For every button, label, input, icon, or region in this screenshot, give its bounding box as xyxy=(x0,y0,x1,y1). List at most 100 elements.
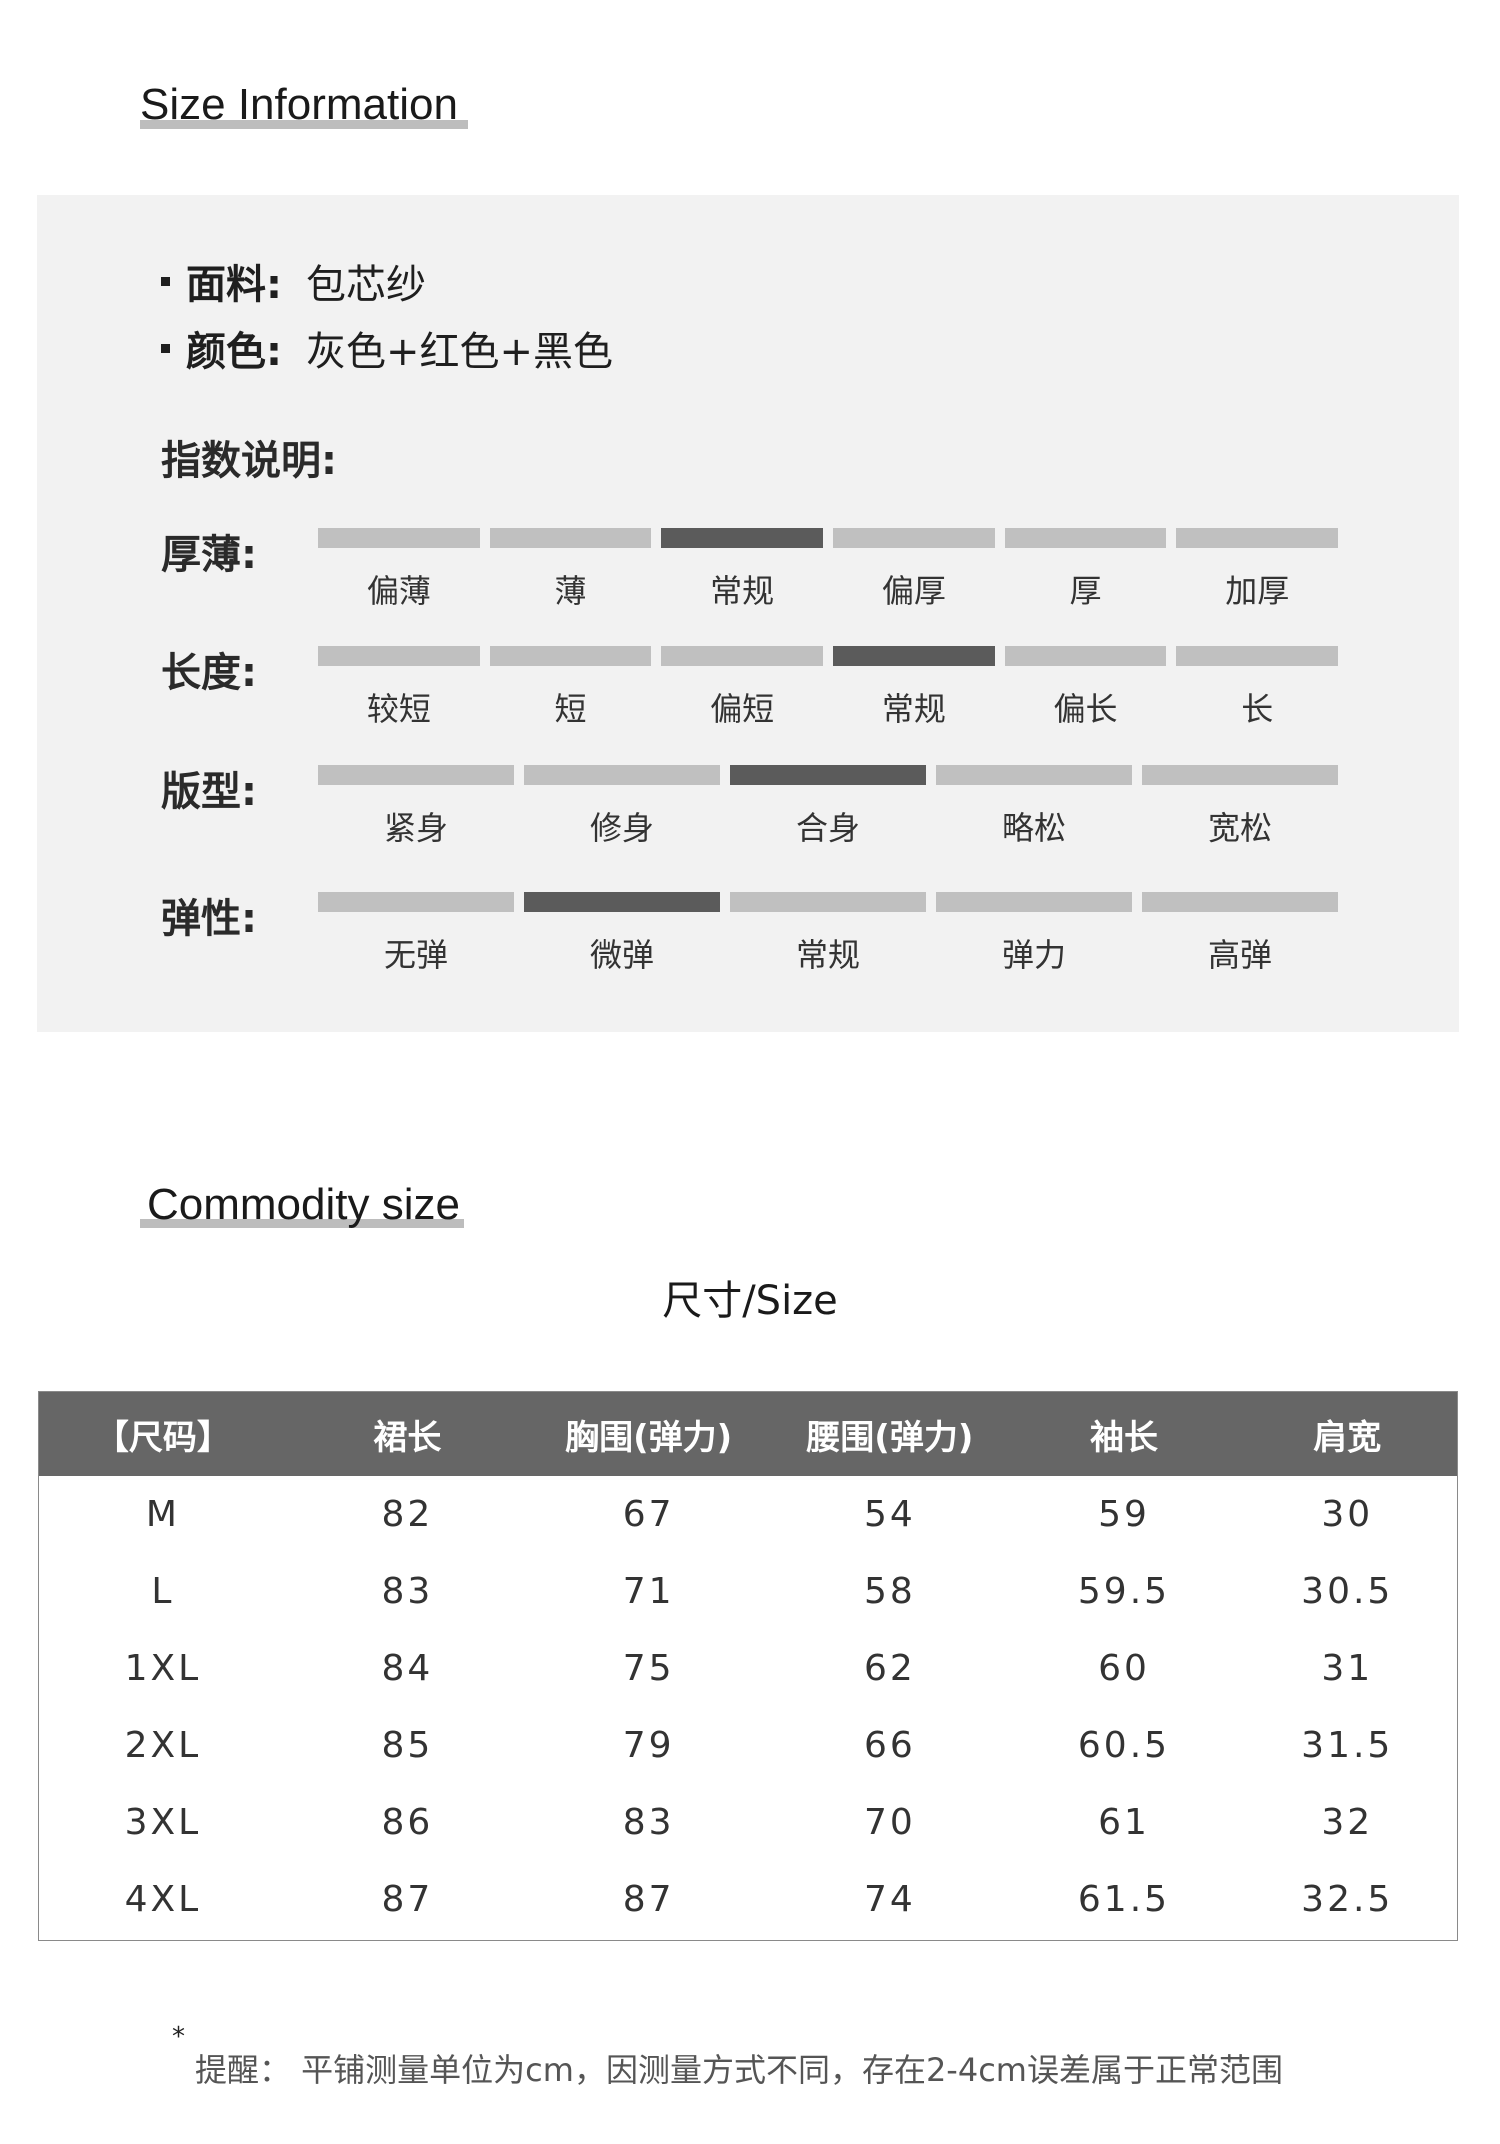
scale-option-label: 偏长 xyxy=(1053,690,1118,728)
scale-segment xyxy=(661,646,824,666)
scale-segment xyxy=(1004,528,1167,548)
bullet-icon xyxy=(161,276,170,286)
scale-option-label: 紧身 xyxy=(383,809,448,847)
table-row: 2XL 85 79 66 60.5 31.5 xyxy=(39,1707,1458,1784)
scale-segment xyxy=(318,646,480,666)
table-cell: 32.5 xyxy=(1301,1879,1394,1920)
scale-options: 紧身 修身 合身 略松 宽松 xyxy=(318,803,1338,849)
scale-segment xyxy=(1176,646,1339,666)
scale-option-label: 高弹 xyxy=(1207,936,1272,974)
scale-bars xyxy=(318,528,1339,548)
table-header-cell: 胸围(弹力) xyxy=(528,1391,770,1476)
table-cell: 59.5 xyxy=(1077,1571,1171,1612)
table-row: 3XL 86 83 70 61 32 xyxy=(39,1784,1458,1861)
title-underline xyxy=(140,120,468,129)
scale-option-label: 较短 xyxy=(366,690,431,728)
scale-option-label: 常规 xyxy=(710,572,775,610)
table-row: L 83 71 58 59.5 30.5 xyxy=(39,1553,1458,1630)
scale-option-label: 合身 xyxy=(795,809,860,847)
fabric-value: 包芯纱 xyxy=(306,262,426,308)
color-line: 颜色: 灰色+红色+黑色 xyxy=(161,319,613,377)
table-cell: 87 xyxy=(622,1879,675,1920)
table-header-row: 【尺码】 裙长 胸围(弹力) 腰围(弹力) 袖长 肩宽 xyxy=(38,1391,1458,1476)
scale-segment xyxy=(489,528,652,548)
table-header-cell: 袖长 xyxy=(1010,1391,1238,1476)
table-header-cell: 【尺码】 xyxy=(38,1391,287,1476)
table-cell: 71 xyxy=(622,1571,675,1612)
scale-label: 版型: xyxy=(161,769,257,815)
scale-segment-selected xyxy=(661,528,824,548)
table-row: 1XL 84 75 62 60 31 xyxy=(39,1630,1458,1707)
table-cell: 79 xyxy=(622,1725,675,1766)
table-cell: 83 xyxy=(381,1571,434,1612)
scale-option-label: 修身 xyxy=(589,809,654,847)
table-cell: 54 xyxy=(863,1494,916,1535)
color-value: 灰色+红色+黑色 xyxy=(306,329,614,375)
scale-segment xyxy=(1142,892,1338,912)
scale-option-label: 常规 xyxy=(795,936,860,974)
scale-segment-selected xyxy=(524,892,720,912)
scale-segment xyxy=(730,892,926,912)
scale-label: 长度: xyxy=(161,650,257,696)
table-cell: 84 xyxy=(381,1648,434,1689)
scale-option-label: 短 xyxy=(554,690,587,728)
scale-option-label: 长 xyxy=(1241,690,1274,728)
scale-option-label: 无弹 xyxy=(383,936,448,974)
table-cell: 70 xyxy=(863,1802,916,1843)
table-cell: 82 xyxy=(381,1494,434,1535)
color-label: 颜色: xyxy=(186,329,282,375)
table-cell: 85 xyxy=(381,1725,434,1766)
table-cell: 31.5 xyxy=(1301,1725,1394,1766)
scale-option-label: 偏厚 xyxy=(881,572,946,610)
fabric-label: 面料: xyxy=(186,262,282,308)
scale-segment xyxy=(833,528,995,548)
table-cell: 30 xyxy=(1321,1494,1374,1535)
scale-options: 较短 短 偏短 常规 偏长 长 xyxy=(318,684,1338,730)
size-information-title: Size Information xyxy=(140,80,458,129)
scale-segment xyxy=(1004,646,1167,666)
scale-segment-selected xyxy=(730,765,926,785)
scale-option-label: 偏短 xyxy=(710,690,775,728)
table-header-cell: 裙长 xyxy=(286,1391,529,1476)
scale-bars xyxy=(318,765,1338,785)
bullet-icon xyxy=(161,343,170,353)
table-cell: 66 xyxy=(863,1725,916,1766)
scale-options: 无弹 微弹 常规 弹力 高弹 xyxy=(318,930,1338,976)
scale-segment xyxy=(489,646,652,666)
scale-option-label: 略松 xyxy=(1001,809,1066,847)
scale-bars xyxy=(318,892,1338,912)
scale-segment xyxy=(936,892,1132,912)
fabric-line: 面料: 包芯纱 xyxy=(161,252,426,310)
table-cell: 60 xyxy=(1098,1648,1150,1689)
table-cell: 61.5 xyxy=(1077,1879,1171,1920)
scale-bars xyxy=(318,646,1339,666)
scale-label: 厚薄: xyxy=(161,532,257,578)
table-cell: 61 xyxy=(1098,1802,1150,1843)
scale-option-label: 弹力 xyxy=(1001,936,1066,974)
scale-segment xyxy=(1176,528,1339,548)
size-table: 【尺码】 裙长 胸围(弹力) 腰围(弹力) 袖长 肩宽 M 82 67 54 59 30 L 83 71 5… xyxy=(38,1391,1458,1941)
table-cell: 3XL xyxy=(124,1802,202,1843)
table-cell: 2XL xyxy=(124,1725,202,1766)
scale-segment xyxy=(318,765,514,785)
scale-segment xyxy=(524,765,720,785)
table-cell: 4XL xyxy=(124,1879,202,1920)
table-cell: L xyxy=(151,1571,175,1612)
table-row: M 82 67 54 59 30 xyxy=(39,1476,1458,1553)
scale-option-label: 偏薄 xyxy=(366,572,431,610)
scale-options: 偏薄 薄 常规 偏厚 厚 加厚 xyxy=(318,566,1338,612)
table-cell: 75 xyxy=(622,1648,675,1689)
scale-option-label: 微弹 xyxy=(589,936,654,974)
table-cell: 86 xyxy=(381,1802,434,1843)
table-cell: 30.5 xyxy=(1301,1571,1394,1612)
table-cell: 74 xyxy=(863,1879,916,1920)
table-header-cell: 腰围(弹力) xyxy=(769,1391,1011,1476)
table-header-cell: 肩宽 xyxy=(1237,1391,1458,1476)
scale-option-label: 宽松 xyxy=(1207,809,1272,847)
scale-segment xyxy=(318,528,480,548)
scale-option-label: 常规 xyxy=(881,690,946,728)
scale-segment-selected xyxy=(833,646,995,666)
table-cell: 32 xyxy=(1321,1802,1374,1843)
table-cell: 87 xyxy=(381,1879,434,1920)
scale-option-label: 薄 xyxy=(554,572,587,610)
